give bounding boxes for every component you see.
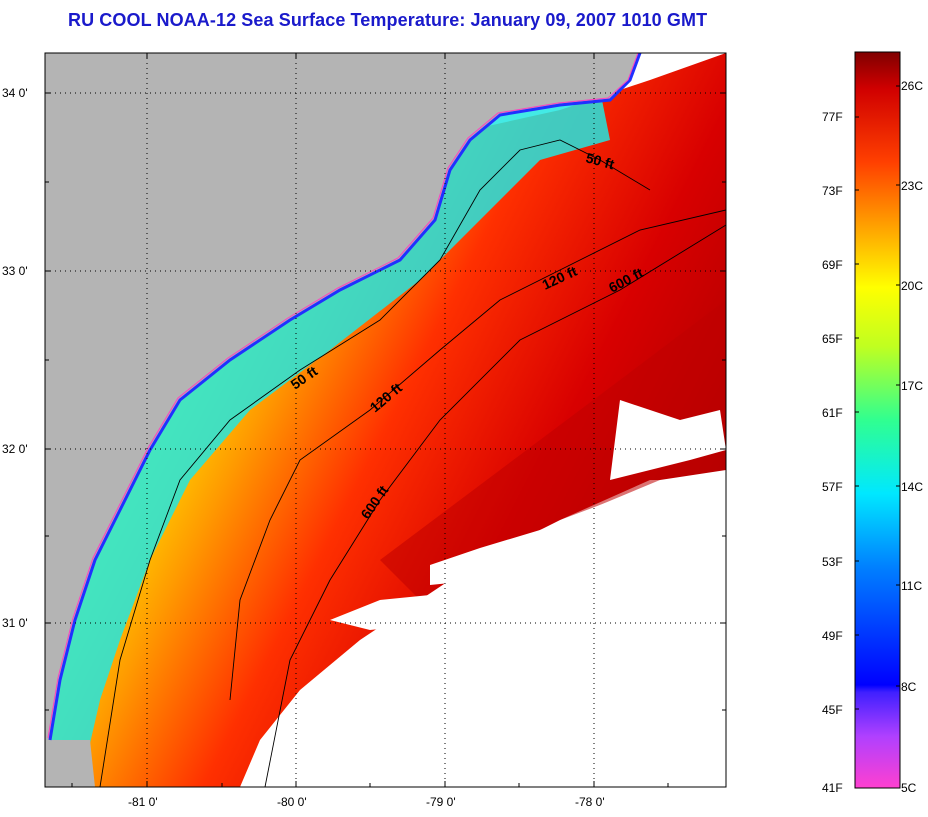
lat-label: 33 0' [2, 264, 28, 278]
sst-field [45, 53, 726, 787]
land [45, 53, 640, 787]
graticule [45, 53, 726, 787]
coastline-inner [47, 53, 639, 739]
colorbar-f-label: 69F [822, 258, 843, 272]
warm-core [380, 300, 726, 600]
colorbar-f-label: 65F [822, 332, 843, 346]
colorbar-f-label: 53F [822, 555, 843, 569]
lat-label: 31 0' [2, 616, 28, 630]
colorbar-c-label: 5C [901, 781, 917, 795]
colorbar-c-label: 26C [901, 79, 923, 93]
map-title: RU COOL NOAA-12 Sea Surface Temperature:… [68, 10, 708, 30]
colorbar-f-label: 45F [822, 703, 843, 717]
land [45, 740, 95, 787]
lon-label: -80 0' [277, 795, 307, 809]
lat-label: 32 0' [2, 442, 28, 456]
colorbar-f-label: 49F [822, 629, 843, 643]
colorbar-f-label: 73F [822, 184, 843, 198]
lat-label: 34 0' [2, 86, 28, 100]
colorbar-c-label: 20C [901, 279, 923, 293]
lon-label: -79 0' [426, 795, 456, 809]
colorbar-c-label: 11C [901, 579, 922, 593]
colorbar-ticks [855, 85, 900, 710]
colorbar-c-label: 17C [901, 379, 923, 393]
contour-600ft [264, 224, 726, 787]
map-ticks [45, 53, 726, 787]
cloud-patch [610, 400, 726, 480]
depth-label-50ft-north: 50 ft [584, 149, 616, 172]
coastline [48, 53, 642, 741]
map-frame [44, 52, 727, 788]
colorbar [854, 51, 901, 789]
colorbar-c-label: 14C [901, 480, 923, 494]
lon-label: -81 0' [128, 795, 158, 809]
colorbar-f-label: 61F [822, 406, 843, 420]
colorbar-f-label: 77F [822, 110, 843, 124]
colorbar-c-label: 8C [901, 680, 917, 694]
colorbar-c-label: 23C [901, 179, 923, 193]
colorbar-f-label: 41F [822, 781, 843, 795]
contour-120ft [229, 209, 726, 701]
colorbar-f-label: 57F [822, 480, 843, 494]
lon-label: -78 0' [575, 795, 605, 809]
cloud-patch [430, 470, 726, 585]
contour-50ft [99, 139, 651, 787]
cloud-patch [330, 595, 470, 630]
